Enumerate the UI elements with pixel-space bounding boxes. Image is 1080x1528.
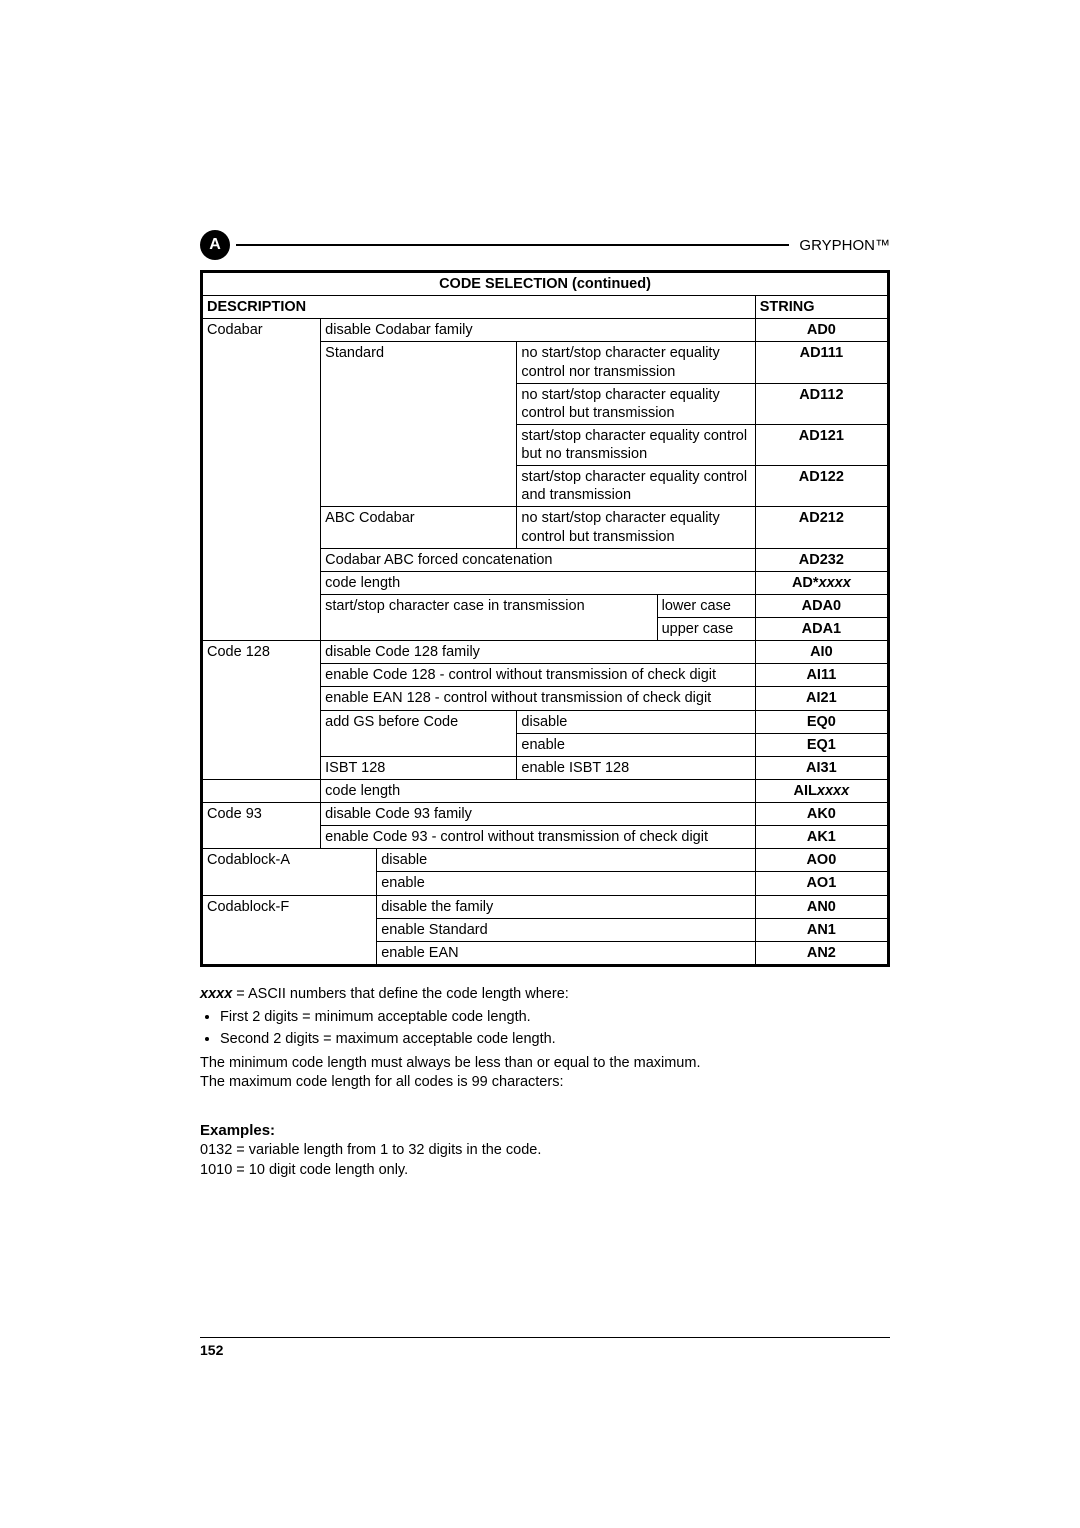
table-title: CODE SELECTION (continued) (202, 272, 889, 296)
table-cell: enable Code 128 - control without transm… (321, 664, 756, 687)
page-number: 152 (200, 1342, 223, 1358)
table-cell: AILxxxx (755, 779, 888, 802)
header-rule (236, 244, 789, 246)
table-cell: Code 128 (202, 641, 321, 780)
table-cell: enable EAN 128 - control without transmi… (321, 687, 756, 710)
table-row: code lengthAILxxxx (202, 779, 889, 802)
note-lead: xxxx = ASCII numbers that define the cod… (200, 985, 890, 1005)
table-cell: AD*xxxx (755, 571, 888, 594)
table-cell: Codabar (202, 319, 321, 641)
notes-block: xxxx = ASCII numbers that define the cod… (200, 985, 890, 1180)
table-cell: AD0 (755, 319, 888, 342)
table-cell: AK1 (755, 826, 888, 849)
table-cell: AI11 (755, 664, 888, 687)
table-cell: start/stop character equality control an… (517, 466, 755, 507)
table-cell: ABC Codabar (321, 507, 517, 548)
table-cell: ISBT 128 (321, 756, 517, 779)
table-cell: enable EAN (377, 941, 756, 965)
example-line: 1010 = 10 digit code length only. (200, 1161, 890, 1181)
table-cell: AD111 (755, 342, 888, 383)
table-row: Codablock-Fdisable the familyAN0 (202, 895, 889, 918)
table-cell: AK0 (755, 803, 888, 826)
table-cell: Codabar ABC forced concatenation (321, 548, 756, 571)
table-cell: no start/stop character equality control… (517, 342, 755, 383)
table-cell: enable (517, 733, 755, 756)
table-cell: enable (377, 872, 756, 895)
table-row: Codabardisable Codabar familyAD0 (202, 319, 889, 342)
table-cell: AD122 (755, 466, 888, 507)
table-cell: disable Code 93 family (321, 803, 756, 826)
table-row: Code 128disable Code 128 familyAI0 (202, 641, 889, 664)
note-line: The minimum code length must always be l… (200, 1054, 890, 1074)
table-cell: enable Code 93 - control without transmi… (321, 826, 756, 849)
example-line: 0132 = variable length from 1 to 32 digi… (200, 1141, 890, 1161)
table-cell: AD212 (755, 507, 888, 548)
table-cell: AN2 (755, 941, 888, 965)
table-row: Code 93disable Code 93 familyAK0 (202, 803, 889, 826)
page: A GRYPHON™ CODE SELECTION (continued) DE… (0, 0, 1080, 1528)
page-header: A GRYPHON™ (200, 230, 890, 260)
table-cell: Standard (321, 342, 517, 507)
table-cell: enable ISBT 128 (517, 756, 755, 779)
table-cell: ADA0 (755, 594, 888, 617)
note-bullet: First 2 digits = minimum acceptable code… (220, 1008, 890, 1028)
table-cell: AN1 (755, 918, 888, 941)
table-cell: lower case (657, 594, 755, 617)
table-cell: AI31 (755, 756, 888, 779)
code-selection-table: CODE SELECTION (continued) DESCRIPTION S… (200, 270, 890, 967)
col-string: STRING (755, 296, 888, 319)
table-cell: disable Codabar family (321, 319, 756, 342)
examples-title: Examples: (200, 1121, 890, 1141)
table-cell: disable (517, 710, 755, 733)
table-cell: AI0 (755, 641, 888, 664)
table-cell: Codablock-A (202, 849, 377, 895)
table-cell: AD112 (755, 383, 888, 424)
table-cell: start/stop character case in transmissio… (321, 594, 657, 640)
note-lead-text: = ASCII numbers that define the code len… (232, 986, 569, 1002)
note-bullet: Second 2 digits = maximum acceptable cod… (220, 1030, 890, 1050)
table-cell: no start/stop character equality control… (517, 507, 755, 548)
note-lead-prefix: xxxx (200, 986, 232, 1002)
table-cell: upper case (657, 618, 755, 641)
note-bullets: First 2 digits = minimum acceptable code… (220, 1008, 890, 1049)
table-cell: code length (321, 571, 756, 594)
table-cell: code length (321, 779, 756, 802)
table-cell: AN0 (755, 895, 888, 918)
table-cell: Codablock-F (202, 895, 377, 965)
table-cell: AD121 (755, 424, 888, 465)
table-cell: ADA1 (755, 618, 888, 641)
table-cell: disable Code 128 family (321, 641, 756, 664)
table-cell: AO1 (755, 872, 888, 895)
table-cell: AI21 (755, 687, 888, 710)
brand-label: GRYPHON™ (799, 237, 890, 254)
table-row: Codablock-AdisableAO0 (202, 849, 889, 872)
table-cell: disable (377, 849, 756, 872)
table-cell: add GS before Code (321, 710, 517, 756)
table-cell: no start/stop character equality control… (517, 383, 755, 424)
table-cell: EQ0 (755, 710, 888, 733)
page-footer: 152 (200, 1337, 890, 1358)
table-cell: enable Standard (377, 918, 756, 941)
table-cell: start/stop character equality control bu… (517, 424, 755, 465)
col-description: DESCRIPTION (202, 296, 756, 319)
table-cell: EQ1 (755, 733, 888, 756)
table-cell: disable the family (377, 895, 756, 918)
table-cell: AO0 (755, 849, 888, 872)
table-cell: Code 93 (202, 803, 321, 849)
note-line: The maximum code length for all codes is… (200, 1073, 890, 1093)
appendix-badge: A (200, 230, 230, 260)
table-cell: AD232 (755, 548, 888, 571)
table-cell (202, 779, 321, 802)
